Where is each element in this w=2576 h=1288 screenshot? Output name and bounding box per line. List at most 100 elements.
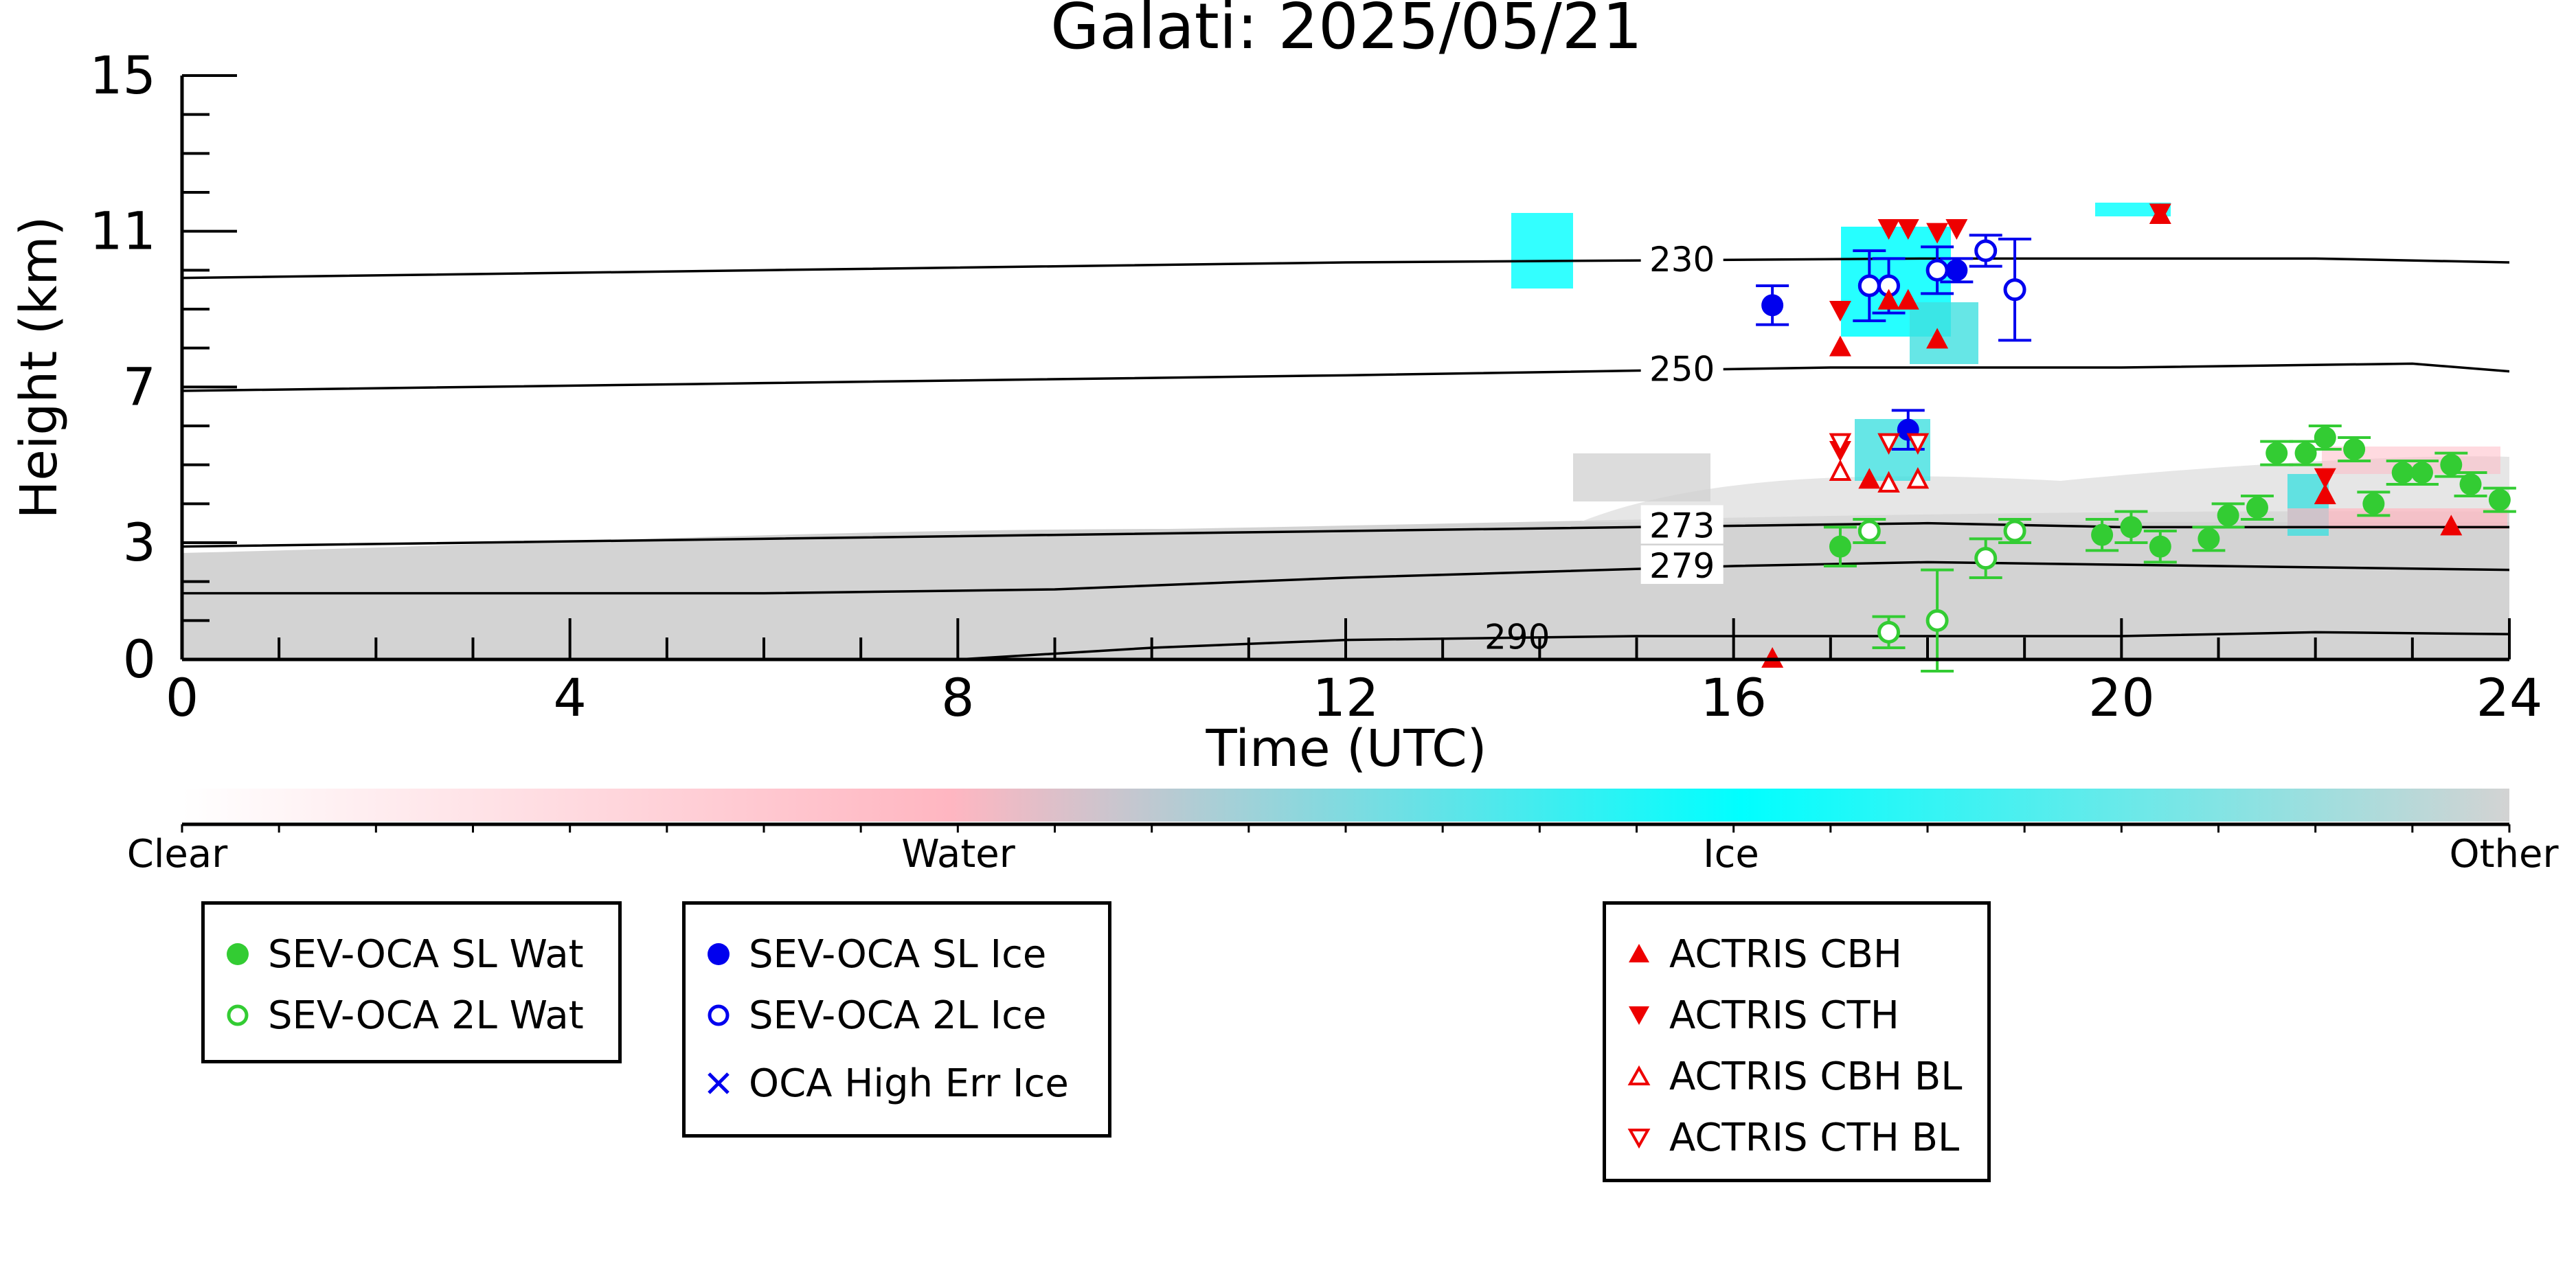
- y-tick-label: 3: [123, 512, 156, 573]
- marker-sev-oca-sl-wat: [2410, 462, 2433, 484]
- isotherm-label-bg: [1640, 505, 1724, 544]
- water-patch-1: [2287, 508, 2507, 529]
- isotherm-279: [182, 561, 2509, 595]
- marker-actris-cth-bl: [1906, 433, 1930, 455]
- legend-item-actris-cbh: ACTRIS CBH: [1606, 930, 1902, 978]
- marker-actris-cbh: [2314, 484, 2336, 504]
- marker-actris-cth-bl: [1829, 433, 1852, 455]
- x-tick-label: 12: [1313, 667, 1379, 728]
- colorbar-label-clear: Clear: [127, 832, 228, 877]
- legend-item-sev-oca-sl-wat: SEV-OCA SL Wat: [205, 930, 584, 978]
- x-mark-icon: [708, 1072, 730, 1094]
- marker-actris-cbh: [2440, 515, 2463, 536]
- legend-label: ACTRIS CTH BL: [1669, 1115, 1960, 1160]
- y-tick-label: 15: [89, 45, 156, 106]
- marker-actris-cth: [1897, 219, 1919, 240]
- marker-actris-cth: [1829, 301, 1851, 321]
- isotherm-lines: [182, 257, 2509, 659]
- isotherm-label-bg: [1640, 545, 1724, 584]
- legend-item-sev-oca-2l-ice: SEV-OCA 2L Ice: [686, 991, 1046, 1039]
- marker-actris-cbh-bl: [1829, 459, 1852, 481]
- isotherm-label: 273: [1649, 506, 1715, 545]
- marker-sev-oca-sl-ice: [1945, 259, 1968, 282]
- marker-sev-oca-sl-wat: [2362, 493, 2385, 515]
- filled-circle-icon: [708, 943, 730, 965]
- marker-sev-oca-sl-wat: [2149, 535, 2171, 558]
- colorbar-label-other: Other: [2449, 832, 2559, 877]
- marker-actris-cth: [2314, 468, 2336, 489]
- legend-item-sev-oca-2l-wat: SEV-OCA 2L Wat: [205, 991, 584, 1039]
- isotherm-273: [182, 521, 2509, 548]
- marker-sev-oca-2l-ice: [1974, 239, 1998, 262]
- marker-actris-cth-bl: [1877, 433, 1900, 455]
- x-tick-label: 4: [553, 667, 586, 728]
- marker-actris-cbh: [1761, 647, 1784, 668]
- data-markers: [1756, 203, 2516, 673]
- marker-sev-oca-sl-wat: [2091, 523, 2114, 546]
- chart-title: Galati: 2025/05/21: [1050, 0, 1642, 63]
- y-ticks: 0 3 7 11 15: [89, 45, 237, 690]
- marker-sev-oca-2l-wat: [1857, 519, 1881, 543]
- marker-sev-oca-sl-wat: [2314, 427, 2336, 449]
- x-tick-label: 0: [166, 667, 199, 728]
- marker-sev-oca-sl-wat: [2120, 516, 2143, 539]
- marker-sev-oca-sl-wat: [2294, 442, 2317, 464]
- marker-actris-cth: [1877, 219, 1900, 240]
- legend-item-sev-oca-sl-ice: SEV-OCA SL Ice: [686, 930, 1046, 978]
- marker-sev-oca-2l-ice: [1925, 258, 1949, 282]
- triangle-down-icon: [1629, 1006, 1649, 1025]
- marker-actris-cth: [1945, 219, 1968, 240]
- legend-water: SEV-OCA SL Wat SEV-OCA 2L Wat: [201, 901, 622, 1063]
- y-tick-label: 7: [123, 356, 156, 417]
- marker-sev-oca-sl-wat: [2391, 462, 2414, 484]
- other-aerosol-layer: [1580, 456, 2509, 522]
- marker-sev-oca-sl-ice: [1761, 294, 1784, 317]
- marker-sev-oca-sl-wat: [2440, 453, 2463, 476]
- marker-sev-oca-2l-ice: [2003, 278, 2026, 302]
- x-axis-label: Time (UTC): [1205, 719, 1487, 778]
- legend-label: ACTRIS CBH: [1669, 931, 1903, 977]
- legend-item-oca-high-err-ice: OCA High Err Ice: [686, 1059, 1069, 1107]
- x-tick-label: 20: [2088, 667, 2155, 728]
- marker-actris-cth: [1926, 223, 1949, 244]
- marker-sev-oca-sl-wat: [2266, 442, 2288, 464]
- triangle-up-icon: [1629, 944, 1649, 962]
- isotherm-250: [182, 362, 2509, 392]
- marker-actris-cbh: [1829, 335, 1851, 357]
- legend-ice: SEV-OCA SL Ice SEV-OCA 2L Ice OCA High E…: [682, 901, 1111, 1138]
- marker-sev-oca-sl-wat: [2217, 504, 2239, 527]
- marker-sev-oca-sl-wat: [2343, 438, 2366, 460]
- marker-sev-oca-2l-wat: [1877, 620, 1901, 644]
- marker-actris-cbh: [1858, 468, 1881, 489]
- marker-sev-oca-sl-wat: [1829, 535, 1851, 558]
- marker-sev-oca-2l-ice: [1857, 274, 1881, 297]
- marker-actris-cbh-bl: [1877, 471, 1900, 493]
- legend-label: SEV-OCA SL Ice: [749, 931, 1047, 977]
- y-tick-label: 0: [123, 629, 156, 690]
- isotherm-label: 230: [1649, 240, 1715, 280]
- legend-label: ACTRIS CBH BL: [1669, 1054, 1963, 1099]
- x-ticks: 0 4 8 12 16 20 24: [166, 618, 2542, 728]
- other-patch: [1573, 453, 1710, 501]
- legend-label: SEV-OCA 2L Ice: [749, 993, 1047, 1038]
- open-circle-icon: [227, 1004, 249, 1026]
- marker-sev-oca-sl-wat: [2488, 488, 2511, 511]
- marker-sev-oca-2l-wat: [1925, 609, 1949, 632]
- legend-actris: ACTRIS CBH ACTRIS CTH ACTRIS CBH BL ACTR…: [1603, 901, 1991, 1182]
- marker-actris-cbh: [1926, 328, 1949, 349]
- isotherm-label-bg: [1640, 348, 1724, 387]
- marker-sev-oca-sl-wat: [2246, 497, 2268, 519]
- marker-actris-cth: [2149, 203, 2171, 225]
- legend-item-actris-cbh-bl: ACTRIS CBH BL: [1606, 1052, 1962, 1100]
- legend-item-actris-cth: ACTRIS CTH: [1606, 991, 1899, 1039]
- marker-sev-oca-sl-wat: [2459, 473, 2482, 495]
- isotherm-290: [958, 631, 2509, 659]
- legend-item-actris-cth-bl: ACTRIS CTH BL: [1606, 1114, 1959, 1162]
- isotherm-label: 250: [1649, 349, 1715, 389]
- colorbar-label-ice: Ice: [1703, 832, 1759, 877]
- colorbar-ticks: [181, 824, 2511, 833]
- y-axis-label: Height (km): [10, 216, 69, 519]
- marker-actris-cbh-bl: [1906, 466, 1930, 489]
